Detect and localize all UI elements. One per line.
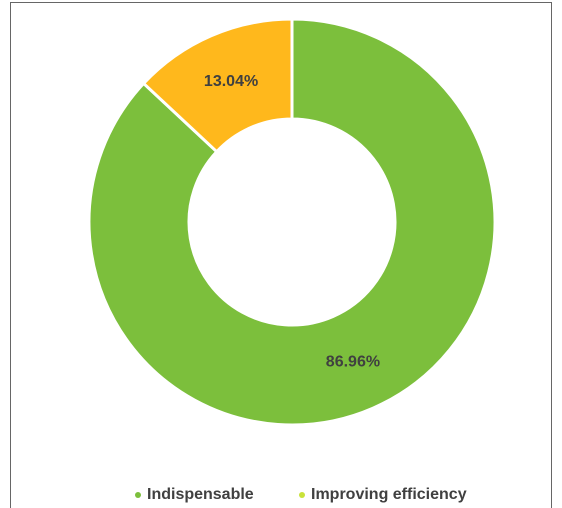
donut-slice <box>141 17 294 154</box>
data-label: 13.04% <box>204 73 258 90</box>
donut-slice <box>87 17 497 427</box>
legend-marker <box>135 492 141 498</box>
legend-marker <box>299 492 305 498</box>
data-label: 86.96% <box>326 354 380 371</box>
frame <box>10 2 552 508</box>
legend-label: Indispensable <box>147 486 254 503</box>
legend-label: Improving efficiency <box>311 486 467 503</box>
